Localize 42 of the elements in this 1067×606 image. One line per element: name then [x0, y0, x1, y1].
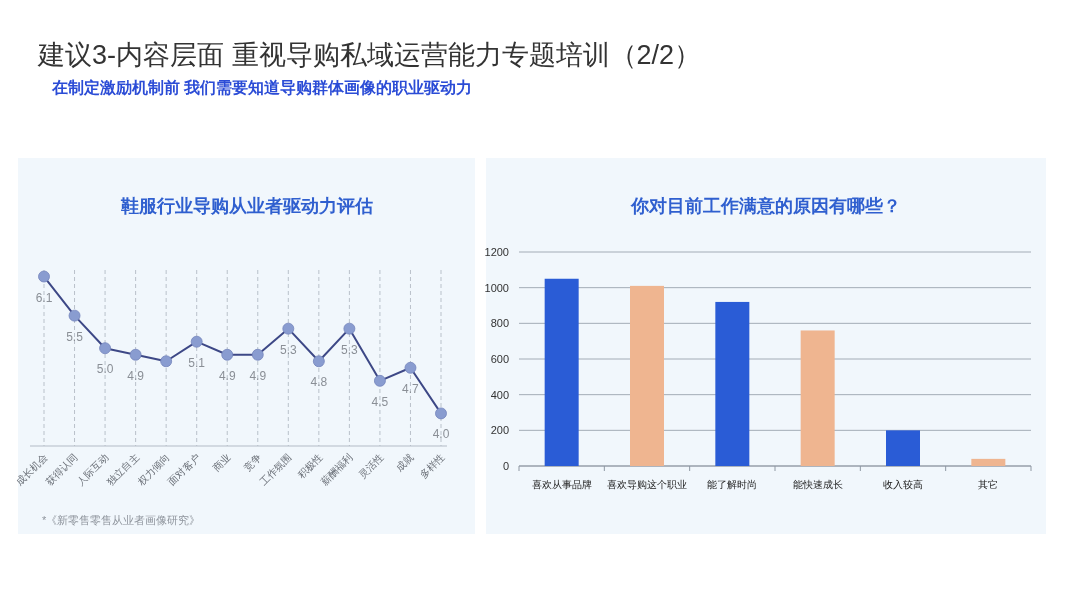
x-tick-label: 灵活性 [356, 451, 386, 481]
text: 建议3-内容层面 重视导购私域运营能力专题培训（2/2） [37, 40, 702, 70]
data-label: 5.3 [279, 342, 297, 357]
y-tick-label: 200 [490, 424, 509, 437]
x-tick-label: 喜欢导购这个职业 [607, 479, 687, 490]
x-tick-label: 商业 [210, 451, 233, 474]
bar [715, 301, 750, 466]
y-tick-label: 0 [502, 460, 509, 472]
x-tick-label: 能快速成长 [792, 479, 843, 490]
data-label: 5.3 [341, 342, 359, 357]
x-tick-label: 竞争 [241, 451, 264, 474]
data-label: 4.9 [218, 368, 236, 383]
data-label: 4.7 [402, 381, 420, 396]
text: *《新零售零售从业者画像研究》 [42, 514, 201, 526]
data-label: 4.5 [371, 394, 389, 409]
x-tick-label: 收入较高 [883, 479, 923, 490]
x-tick-label: 成就 [393, 451, 416, 474]
data-label: 4.9 [249, 368, 267, 383]
text: 在制定激励机制前 我们需要知道导购群体画像的职业驱动力 [51, 79, 473, 96]
x-tick-label: 多样性 [417, 451, 447, 481]
chart-title: 你对目前工作满意的原因有哪些？ [630, 196, 901, 216]
y-tick-label: 400 [490, 388, 509, 401]
data-label: 4.0 [432, 427, 450, 442]
data-label: 4.8 [310, 375, 328, 390]
data-label: 5.1 [188, 355, 206, 370]
y-tick-label: 1000 [484, 281, 509, 294]
x-tick-label: 其它 [978, 479, 999, 490]
y-tick-label: 1200 [484, 246, 509, 258]
data-label: 4.9 [127, 368, 145, 383]
y-tick-label: 600 [490, 353, 509, 365]
x-tick-label: 喜欢从事品牌 [531, 479, 592, 490]
data-label: 5.5 [66, 329, 84, 344]
bar [800, 330, 835, 466]
data-label: 6.1 [35, 290, 53, 305]
chart-title: 鞋服行业导购从业者驱动力评估 [119, 196, 373, 216]
bar [544, 278, 579, 466]
bar [630, 285, 664, 466]
y-tick-label: 800 [490, 317, 509, 330]
bar [971, 458, 1006, 466]
data-label: 5.0 [96, 362, 114, 377]
x-tick-label: 能了解时尚 [707, 479, 758, 490]
bar [886, 430, 920, 466]
